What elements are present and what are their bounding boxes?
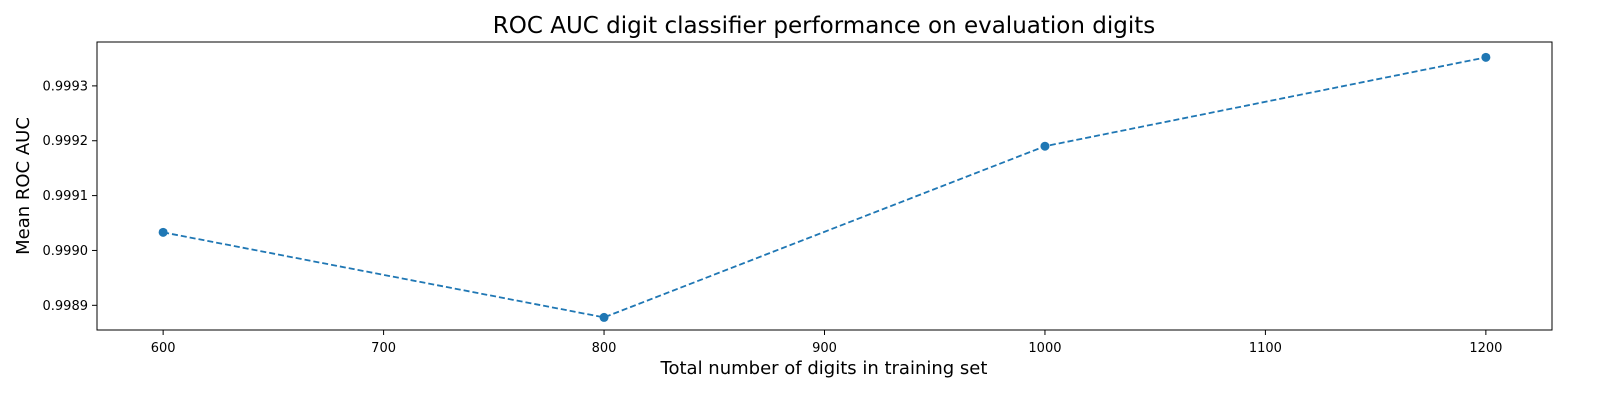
x-tick-label: 800 (592, 341, 617, 356)
x-tick-label: 1000 (1028, 341, 1061, 356)
data-point (1481, 52, 1491, 62)
x-tick-label: 1100 (1249, 341, 1282, 356)
x-axis-label: Total number of digits in training set (660, 358, 988, 379)
y-tick-label: 0.9990 (43, 244, 89, 259)
plot-frame (96, 41, 1553, 331)
x-tick-label: 900 (812, 341, 837, 356)
chart-title: ROC AUC digit classifier performance on … (493, 13, 1155, 39)
ticks-layer: 600 700 800 900 1000 1100 1200 0.9989 0.9990 0.99… (43, 79, 1503, 356)
x-tick-label: 1200 (1469, 341, 1502, 356)
x-tick-label: 700 (371, 341, 396, 356)
data-point (158, 227, 168, 237)
x-tick-label: 600 (151, 341, 176, 356)
y-tick-label: 0.9993 (43, 79, 89, 94)
y-tick-label: 0.9991 (43, 189, 89, 204)
y-axis-label: Mean ROC AUC (13, 117, 34, 255)
data-point (1040, 141, 1050, 151)
y-tick-label: 0.9992 (43, 134, 89, 149)
series-line (162, 56, 1487, 319)
series-layer (158, 52, 1491, 322)
data-point (599, 312, 609, 322)
y-tick-label: 0.9989 (43, 299, 89, 314)
